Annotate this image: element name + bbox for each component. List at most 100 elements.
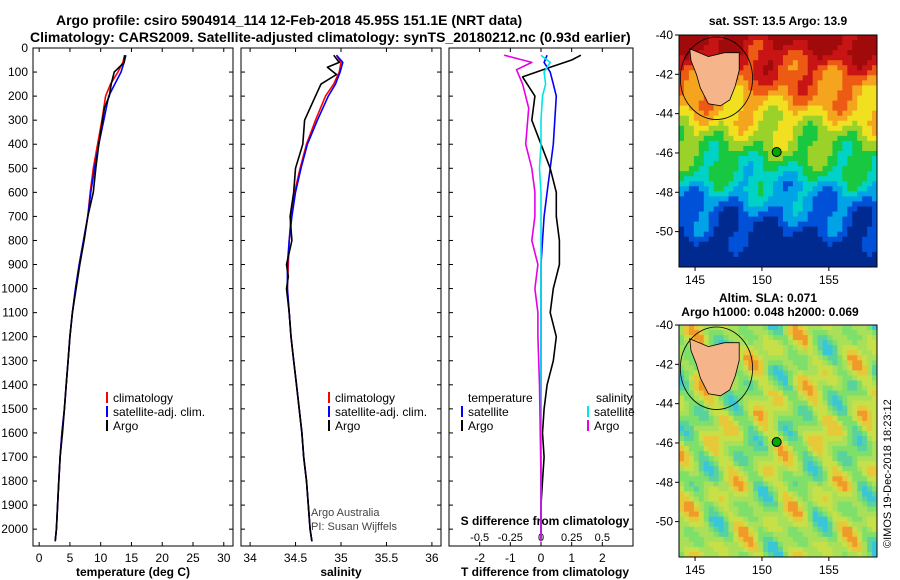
map-cell (748, 110, 754, 117)
map-cell (792, 201, 799, 207)
map-cell (827, 385, 833, 391)
map-cell (723, 435, 729, 442)
map-cell (792, 446, 799, 452)
map-cell (782, 216, 789, 223)
map-cell (842, 456, 848, 462)
map-cell (733, 526, 739, 533)
map-cell (787, 405, 794, 412)
map-cell (862, 231, 868, 238)
map-cell (842, 375, 848, 381)
map-cell (718, 330, 724, 336)
map-cell (872, 75, 878, 81)
map-cell (758, 100, 764, 107)
map-cell (797, 541, 804, 548)
map-cell (837, 120, 843, 127)
map-cell (792, 481, 799, 487)
map-cell (872, 256, 878, 263)
map-cell (847, 360, 853, 366)
map-cell (792, 261, 799, 268)
map-cell (683, 501, 690, 507)
map-cell (872, 506, 878, 513)
map-cell (703, 216, 710, 223)
map-cell (778, 526, 784, 533)
map-cell (827, 360, 833, 366)
map-cell (867, 501, 873, 507)
map-cell (758, 410, 764, 417)
map-cell (797, 420, 804, 427)
s-tick-label: 0.25 (561, 532, 582, 544)
map-cell (867, 325, 873, 331)
map-cell (693, 120, 700, 127)
map-cell (763, 415, 769, 422)
map-cell (738, 70, 744, 76)
map-cell (847, 325, 853, 331)
map-cell (753, 45, 759, 51)
map-cell (832, 140, 838, 147)
map-cell (802, 496, 809, 502)
map-cell (822, 236, 828, 243)
map-cell (778, 365, 784, 371)
map-cell (773, 385, 779, 391)
map-cell (693, 476, 700, 482)
map-cell (807, 546, 814, 553)
map-cell (872, 105, 878, 112)
map-cell (797, 65, 804, 71)
map-cell (733, 330, 739, 336)
map-cell (743, 435, 749, 442)
map-cell (758, 171, 764, 177)
map-cell (842, 145, 848, 152)
map-cell (787, 156, 794, 162)
map-cell (857, 360, 863, 366)
map-cell (773, 196, 779, 202)
map-frame (678, 324, 878, 558)
map-cell (867, 410, 873, 417)
map-cell (842, 246, 848, 253)
map-cell (842, 135, 848, 142)
map-cell (688, 221, 695, 228)
map-cell (812, 350, 818, 356)
map-cell (872, 125, 878, 132)
map-cell (842, 410, 848, 417)
map-cell (679, 45, 685, 51)
map-cell (867, 70, 873, 76)
map-cell (837, 35, 843, 41)
map-cell (857, 125, 863, 132)
map-cell (822, 176, 828, 182)
map-cell (703, 476, 710, 482)
map-cell (758, 80, 764, 86)
map-cell (708, 135, 715, 142)
map-cell (812, 541, 818, 548)
map-cell (758, 226, 764, 233)
map-cell (728, 201, 734, 207)
map-cell (713, 211, 719, 217)
map-cell (758, 251, 764, 258)
map-cell (787, 370, 794, 376)
map-cell (778, 355, 784, 361)
map-cell (683, 216, 690, 223)
map-cell (797, 140, 804, 147)
map-cell (713, 526, 719, 533)
map-cell (763, 201, 769, 207)
map-cell (807, 481, 814, 487)
copyright-label: ©IMOS 19-Dec-2018 18:23:12 (882, 399, 894, 548)
map-cell (679, 60, 685, 66)
map-cell (748, 551, 754, 558)
map-cell (743, 206, 749, 212)
map-cell (763, 430, 769, 437)
map-cell (827, 370, 833, 376)
map-cell (817, 355, 823, 361)
map-cell (782, 45, 789, 51)
map-cell (728, 105, 734, 112)
map-cell (827, 481, 833, 487)
map-cell (679, 226, 685, 233)
map-cell (867, 246, 873, 253)
map-cell (688, 211, 695, 217)
map-cell (847, 221, 853, 228)
map-cell (827, 420, 833, 427)
map-cell (827, 206, 833, 212)
map-cell (773, 256, 779, 263)
map-cell (862, 345, 868, 351)
map-cell (733, 251, 739, 258)
map-cell (852, 151, 858, 157)
map-cell (723, 456, 729, 462)
